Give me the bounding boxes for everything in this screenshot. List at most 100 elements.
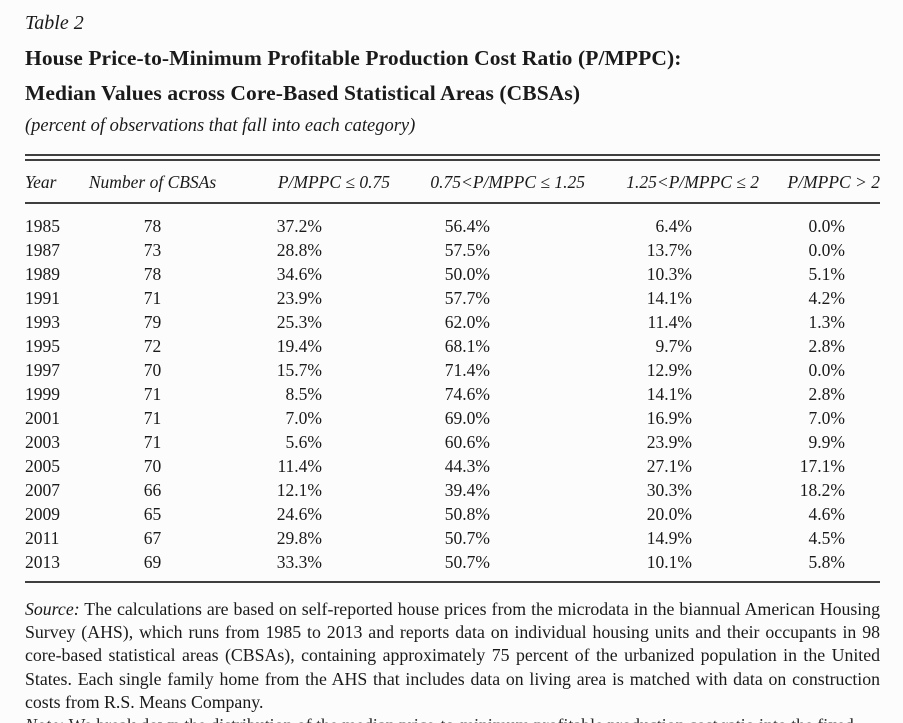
ratio-075-125-cell: 44.3% — [444, 456, 490, 476]
ratio-075-125-cell: 71.4% — [444, 360, 490, 380]
top-double-rule — [25, 154, 880, 161]
year-cell: 1993 — [25, 312, 60, 332]
ratio-075-125-cell: 56.4% — [444, 216, 490, 236]
clipped-note-line: Note: We break down the distribution of … — [25, 714, 880, 723]
cbsa-count-cell: 72 — [143, 336, 162, 356]
year-cell: 1995 — [25, 336, 60, 356]
column-header-ratio-gt-2: P/MPPC > 2 — [765, 161, 880, 204]
year-cell: 1991 — [25, 288, 60, 308]
cbsa-count-cell: 79 — [143, 312, 162, 332]
ratio-075-125-cell: 74.6% — [444, 384, 490, 404]
note-text-clipped: We break down the distribution of the me… — [25, 715, 854, 723]
ratio-gt-2-cell: 17.1% — [799, 456, 845, 476]
ratio-075-125-cell: 50.8% — [444, 504, 490, 524]
ratio-le-075-cell: 7.0% — [285, 408, 322, 428]
table-body: 1985 78 37.2% 56.4% 6.4% 0.0% 1987 73 28.8% 57.5%… — [25, 203, 880, 582]
cbsa-count-cell: 71 — [143, 384, 162, 404]
ratio-125-2-cell: 10.3% — [646, 264, 692, 284]
ratio-125-2-cell: 27.1% — [646, 456, 692, 476]
ratio-125-2-cell: 30.3% — [646, 480, 692, 500]
table-title: House Price-to-Minimum Profitable Produc… — [25, 41, 880, 111]
cbsa-count-cell: 66 — [143, 480, 162, 500]
ratio-le-075-cell: 12.1% — [276, 480, 322, 500]
year-cell: 1999 — [25, 384, 60, 404]
table-subtitle: (percent of observations that fall into … — [25, 116, 416, 136]
cbsa-count-cell: 70 — [143, 360, 162, 380]
ratio-125-2-cell: 9.7% — [655, 336, 692, 356]
ratio-125-2-cell: 23.9% — [646, 432, 692, 452]
year-cell: 1989 — [25, 264, 60, 284]
ratio-le-075-cell: 24.6% — [276, 504, 322, 524]
ratio-gt-2-cell: 2.8% — [808, 336, 845, 356]
ratio-125-2-cell: 13.7% — [646, 240, 692, 260]
table-label: Table 2 — [25, 12, 84, 34]
ratio-le-075-cell: 8.5% — [285, 384, 322, 404]
ratio-le-075-cell: 5.6% — [285, 432, 322, 452]
source-note: Source: The calculations are based on se… — [25, 598, 880, 714]
ratio-gt-2-cell: 0.0% — [808, 360, 845, 380]
table-row: 1999 71 8.5% 74.6% 14.1% 2.8% — [25, 382, 880, 406]
ratio-125-2-cell: 16.9% — [646, 408, 692, 428]
ratio-075-125-cell: 50.0% — [444, 264, 490, 284]
table-row: 2007 66 12.1% 39.4% 30.3% 18.2% — [25, 478, 880, 502]
table-row: 1989 78 34.6% 50.0% 10.3% 5.1% — [25, 262, 880, 286]
cbsa-count-cell: 71 — [143, 408, 162, 428]
ratio-gt-2-cell: 4.5% — [808, 528, 845, 548]
cbsa-count-cell: 71 — [143, 288, 162, 308]
ratio-gt-2-cell: 2.8% — [808, 384, 845, 404]
year-cell: 2005 — [25, 456, 60, 476]
ratio-gt-2-cell: 0.0% — [808, 216, 845, 236]
cbsa-count-cell: 70 — [143, 456, 162, 476]
ratio-075-125-cell: 39.4% — [444, 480, 490, 500]
table-title-line1: House Price-to-Minimum Profitable Produc… — [25, 46, 682, 70]
ratio-125-2-cell: 14.1% — [646, 384, 692, 404]
ratio-gt-2-cell: 5.8% — [808, 552, 845, 572]
ratio-le-075-cell: 23.9% — [276, 288, 322, 308]
ratio-gt-2-cell: 9.9% — [808, 432, 845, 452]
year-cell: 1997 — [25, 360, 60, 380]
ratio-le-075-cell: 29.8% — [276, 528, 322, 548]
ratio-le-075-cell: 25.3% — [276, 312, 322, 332]
year-cell: 2007 — [25, 480, 60, 500]
ratio-125-2-cell: 11.4% — [647, 312, 692, 332]
table-row: 2009 65 24.6% 50.8% 20.0% 4.6% — [25, 502, 880, 526]
ratio-075-125-cell: 69.0% — [444, 408, 490, 428]
column-header-ratio-075-125: 0.75<P/MPPC ≤ 1.25 — [390, 161, 585, 204]
ratio-le-075-cell: 37.2% — [276, 216, 322, 236]
ratio-le-075-cell: 34.6% — [276, 264, 322, 284]
table-row: 1985 78 37.2% 56.4% 6.4% 0.0% — [25, 203, 880, 238]
ratio-le-075-cell: 15.7% — [276, 360, 322, 380]
table-row: 1993 79 25.3% 62.0% 11.4% 1.3% — [25, 310, 880, 334]
ratio-075-125-cell: 62.0% — [444, 312, 490, 332]
ratio-gt-2-cell: 5.1% — [808, 264, 845, 284]
ratio-075-125-cell: 68.1% — [444, 336, 490, 356]
ratio-le-075-cell: 11.4% — [277, 456, 322, 476]
year-cell: 2001 — [25, 408, 60, 428]
ratio-125-2-cell: 20.0% — [646, 504, 692, 524]
year-cell: 2011 — [25, 528, 60, 548]
ratio-075-125-cell: 57.7% — [444, 288, 490, 308]
ratio-gt-2-cell: 1.3% — [808, 312, 845, 332]
ratio-gt-2-cell: 4.6% — [808, 504, 845, 524]
ratio-075-125-cell: 60.6% — [444, 432, 490, 452]
table-row: 1987 73 28.8% 57.5% 13.7% 0.0% — [25, 238, 880, 262]
ratio-075-125-cell: 50.7% — [444, 528, 490, 548]
table-row: 1991 71 23.9% 57.7% 14.1% 4.2% — [25, 286, 880, 310]
cbsa-count-cell: 78 — [143, 264, 162, 284]
cbsa-count-cell: 73 — [143, 240, 162, 260]
year-cell: 1985 — [25, 216, 60, 236]
column-header-ratio-125-2: 1.25<P/MPPC ≤ 2 — [585, 161, 765, 204]
year-cell: 2003 — [25, 432, 60, 452]
table-row: 2003 71 5.6% 60.6% 23.9% 9.9% — [25, 430, 880, 454]
table-row: 2011 67 29.8% 50.7% 14.9% 4.5% — [25, 526, 880, 550]
table-row: 2013 69 33.3% 50.7% 10.1% 5.8% — [25, 550, 880, 582]
cbsa-count-cell: 71 — [143, 432, 162, 452]
column-header-cbsa-count: Number of CBSAs — [80, 161, 225, 204]
year-cell: 2009 — [25, 504, 60, 524]
cbsa-count-cell: 78 — [143, 216, 162, 236]
data-table: Year Number of CBSAs P/MPPC ≤ 0.75 0.75<… — [25, 161, 880, 583]
ratio-075-125-cell: 50.7% — [444, 552, 490, 572]
source-label: Source: — [25, 599, 80, 619]
table-title-line2: Median Values across Core-Based Statisti… — [25, 81, 581, 105]
ratio-125-2-cell: 6.4% — [655, 216, 692, 236]
